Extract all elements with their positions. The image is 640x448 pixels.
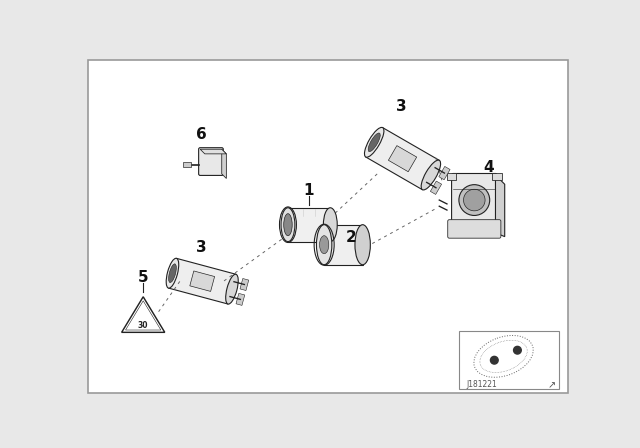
Text: 3: 3: [196, 240, 206, 255]
Bar: [459, 331, 559, 389]
Polygon shape: [200, 149, 227, 154]
Polygon shape: [388, 146, 417, 172]
FancyBboxPatch shape: [448, 220, 501, 238]
Polygon shape: [288, 208, 330, 241]
Text: ↗: ↗: [547, 380, 556, 390]
Bar: [183, 162, 191, 167]
Circle shape: [463, 189, 485, 211]
FancyBboxPatch shape: [452, 173, 497, 234]
Text: 2: 2: [346, 229, 356, 245]
Ellipse shape: [316, 225, 332, 265]
Polygon shape: [221, 149, 227, 178]
Polygon shape: [439, 166, 450, 180]
Ellipse shape: [474, 336, 533, 377]
Ellipse shape: [355, 225, 371, 265]
Polygon shape: [324, 225, 363, 265]
Polygon shape: [122, 297, 164, 332]
Text: 4: 4: [483, 160, 493, 175]
Polygon shape: [236, 293, 244, 306]
Bar: [447, 173, 456, 180]
Ellipse shape: [168, 264, 177, 283]
Polygon shape: [495, 175, 505, 237]
Text: 30: 30: [138, 321, 148, 330]
Ellipse shape: [365, 127, 384, 157]
Ellipse shape: [421, 160, 440, 190]
Circle shape: [490, 356, 498, 364]
Polygon shape: [430, 181, 442, 194]
Ellipse shape: [226, 274, 238, 304]
Text: 1: 1: [303, 183, 314, 198]
Bar: [492, 173, 502, 180]
Text: 5: 5: [138, 270, 148, 284]
Ellipse shape: [284, 214, 292, 236]
Ellipse shape: [166, 258, 179, 288]
Text: 6: 6: [196, 127, 206, 142]
Polygon shape: [168, 258, 236, 304]
Polygon shape: [240, 279, 249, 290]
Circle shape: [459, 185, 490, 215]
Ellipse shape: [323, 208, 337, 241]
Ellipse shape: [319, 236, 329, 254]
FancyBboxPatch shape: [198, 148, 223, 176]
Ellipse shape: [368, 133, 380, 151]
Polygon shape: [365, 128, 439, 190]
Ellipse shape: [281, 208, 295, 241]
Polygon shape: [190, 271, 214, 291]
Text: J181221: J181221: [467, 380, 497, 389]
Circle shape: [513, 346, 521, 354]
Text: 3: 3: [396, 99, 406, 114]
Ellipse shape: [480, 340, 527, 372]
